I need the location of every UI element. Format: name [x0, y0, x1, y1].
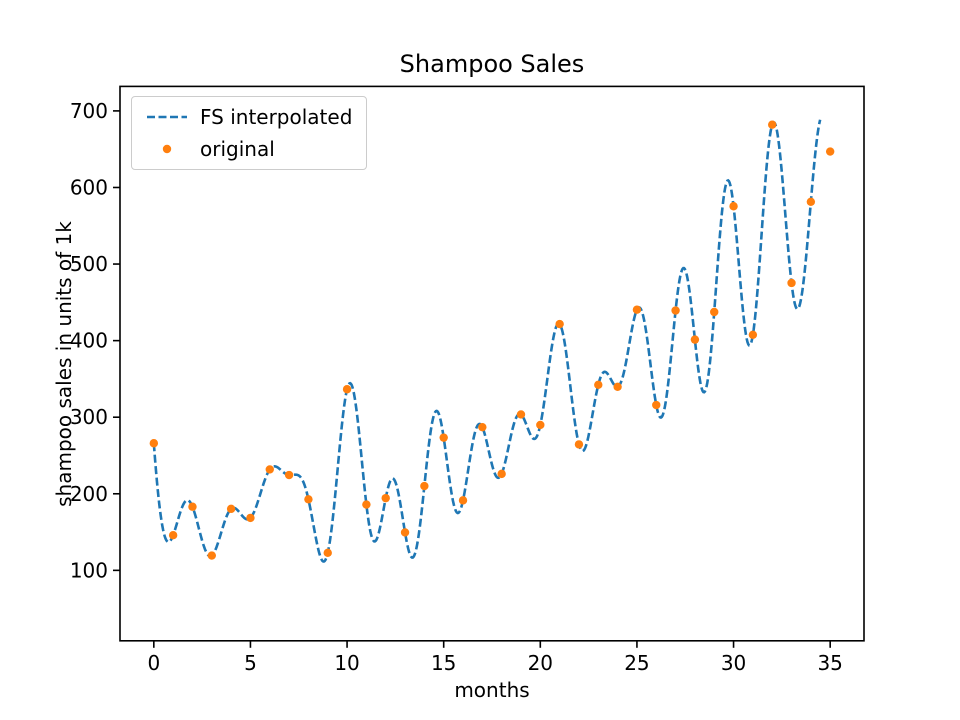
y-tick-label: 300: [70, 405, 108, 429]
original-data-point: [806, 197, 816, 206]
original-data-point: [304, 495, 313, 504]
original-data-point: [458, 496, 468, 505]
original-data-point: [246, 513, 255, 523]
dashed-line-sample-icon: [147, 115, 187, 119]
y-tick-label: 500: [70, 252, 108, 276]
x-tick-label: 35: [817, 651, 842, 675]
original-data-point: [168, 531, 178, 540]
original-data-point: [710, 307, 719, 317]
y-tick-label: 400: [70, 329, 108, 353]
x-axis-label: months: [454, 678, 530, 702]
axes-spines: [119, 85, 865, 642]
x-tick-label: 0: [147, 651, 160, 675]
original-data-point: [768, 120, 777, 129]
original-data-point: [362, 500, 371, 509]
original-data-point: [400, 528, 410, 537]
original-data-point: [555, 319, 564, 329]
x-tick-label: 10: [334, 651, 359, 675]
original-data-point: [671, 306, 680, 315]
original-data-point: [265, 465, 274, 474]
original-data-point: [690, 335, 700, 344]
dot-marker-sample-fill: [162, 144, 172, 154]
original-data-point: [478, 422, 487, 432]
original-data-point: [652, 400, 661, 410]
original-data-point: [284, 470, 294, 480]
original-data-point: [613, 382, 622, 391]
y-tick-label: 700: [70, 99, 108, 123]
original-data-point: [516, 410, 526, 419]
original-data-point: [497, 469, 506, 479]
dot-marker-sample-icon: [162, 144, 172, 154]
legend-label-fs-interpolated: FS interpolated: [200, 105, 353, 129]
legend-label-original: original: [200, 137, 275, 161]
original-data-point: [342, 385, 352, 394]
x-tick-label: 15: [431, 651, 456, 675]
original-data-point: [787, 278, 796, 288]
x-tick-label: 25: [624, 651, 649, 675]
original-data-point: [594, 380, 603, 390]
original-data-point: [729, 202, 738, 211]
original-data-point: [207, 551, 216, 560]
original-data-point: [825, 147, 835, 156]
original-data-point: [226, 504, 236, 514]
legend-item-fs-interpolated: FS interpolated: [146, 107, 352, 127]
chart-title: Shampoo Sales: [399, 50, 585, 78]
original-data-point: [149, 439, 159, 448]
original-data-point: [632, 305, 642, 314]
legend-item-original: original: [146, 139, 352, 159]
fs-interpolated-line: [152, 119, 822, 563]
y-axis-label: shampoo sales in units of 1k: [52, 221, 76, 507]
original-data-point: [439, 433, 448, 442]
y-tick-label: 100: [70, 558, 108, 582]
original-data-point: [381, 493, 390, 503]
original-data-point: [536, 420, 545, 430]
original-data-point: [323, 548, 332, 558]
original-data-point: [188, 502, 197, 511]
original-data-point: [420, 481, 429, 491]
x-tick-label: 5: [244, 651, 257, 675]
x-tick-label: 30: [721, 651, 746, 675]
y-tick-label: 200: [70, 482, 108, 506]
y-tick-label: 600: [70, 175, 108, 199]
original-data-point: [748, 330, 758, 340]
original-data-point: [574, 440, 584, 449]
legend: FS interpolated original: [131, 96, 368, 170]
x-tick-label: 20: [528, 651, 553, 675]
